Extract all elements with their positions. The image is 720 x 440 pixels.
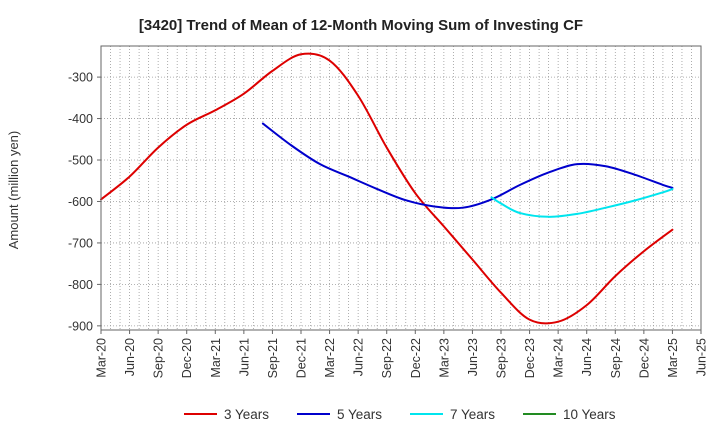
plot-frame — [100, 45, 702, 331]
x-tick-label: Jun-20 — [123, 338, 137, 376]
legend: 3 Years 5 Years 7 Years 10 Years — [184, 407, 616, 422]
x-tick-label: Dec-23 — [523, 338, 537, 378]
x-tick-label: Jun-25 — [695, 338, 709, 376]
y-tick-label: -500 — [68, 154, 93, 168]
x-tick-label: Sep-21 — [266, 338, 280, 378]
x-tick-label: Mar-23 — [437, 338, 451, 378]
x-tick-label: Dec-22 — [409, 338, 423, 378]
legend-label-5-years: 5 Years — [337, 407, 382, 422]
x-tick-label: Sep-23 — [495, 338, 509, 378]
x-tick-label: Mar-20 — [95, 338, 109, 378]
legend-label-7-years: 7 Years — [450, 407, 495, 422]
x-tick-label: Dec-20 — [180, 338, 194, 378]
legend-label-10-years: 10 Years — [563, 407, 616, 422]
grid — [101, 46, 701, 330]
series-line-5-years — [261, 122, 674, 210]
x-tick-label: Dec-24 — [637, 338, 651, 378]
x-tick-label: Mar-21 — [209, 338, 223, 378]
y-tick-label: -900 — [68, 319, 93, 333]
x-tick-label: Sep-22 — [380, 338, 394, 378]
y-tick-label: -600 — [68, 195, 93, 209]
x-axis: Mar-20 Jun-20 Sep-20 Dec-20 Mar-21 Jun-21 Sep-… — [95, 330, 709, 378]
legend-label-3-years: 3 Years — [224, 407, 269, 422]
x-tick-label: Mar-24 — [552, 338, 566, 378]
series-line-7-years — [490, 188, 674, 218]
x-tick-label: Mar-25 — [666, 338, 680, 378]
x-tick-label: Sep-20 — [152, 338, 166, 378]
series-line-3-years — [100, 52, 674, 325]
y-tick-label: -400 — [68, 112, 93, 126]
x-tick-label: Dec-21 — [295, 338, 309, 378]
chart-title: [3420] Trend of Mean of 12-Month Moving … — [139, 17, 583, 34]
y-tick-label: -700 — [68, 236, 93, 250]
y-tick-label: -300 — [68, 71, 93, 85]
x-tick-label: Jun-21 — [237, 338, 251, 376]
series-lines — [100, 52, 674, 325]
x-tick-label: Sep-24 — [609, 338, 623, 378]
x-tick-label: Jun-22 — [352, 338, 366, 376]
y-axis-label: Amount (million yen) — [6, 131, 21, 250]
x-tick-label: Mar-22 — [323, 338, 337, 378]
x-tick-label: Jun-24 — [580, 338, 594, 376]
y-tick-label: -800 — [68, 278, 93, 292]
y-axis: -900 -800 -700 -600 -500 -400 -300 — [68, 71, 101, 333]
x-tick-label: Jun-23 — [466, 338, 480, 376]
